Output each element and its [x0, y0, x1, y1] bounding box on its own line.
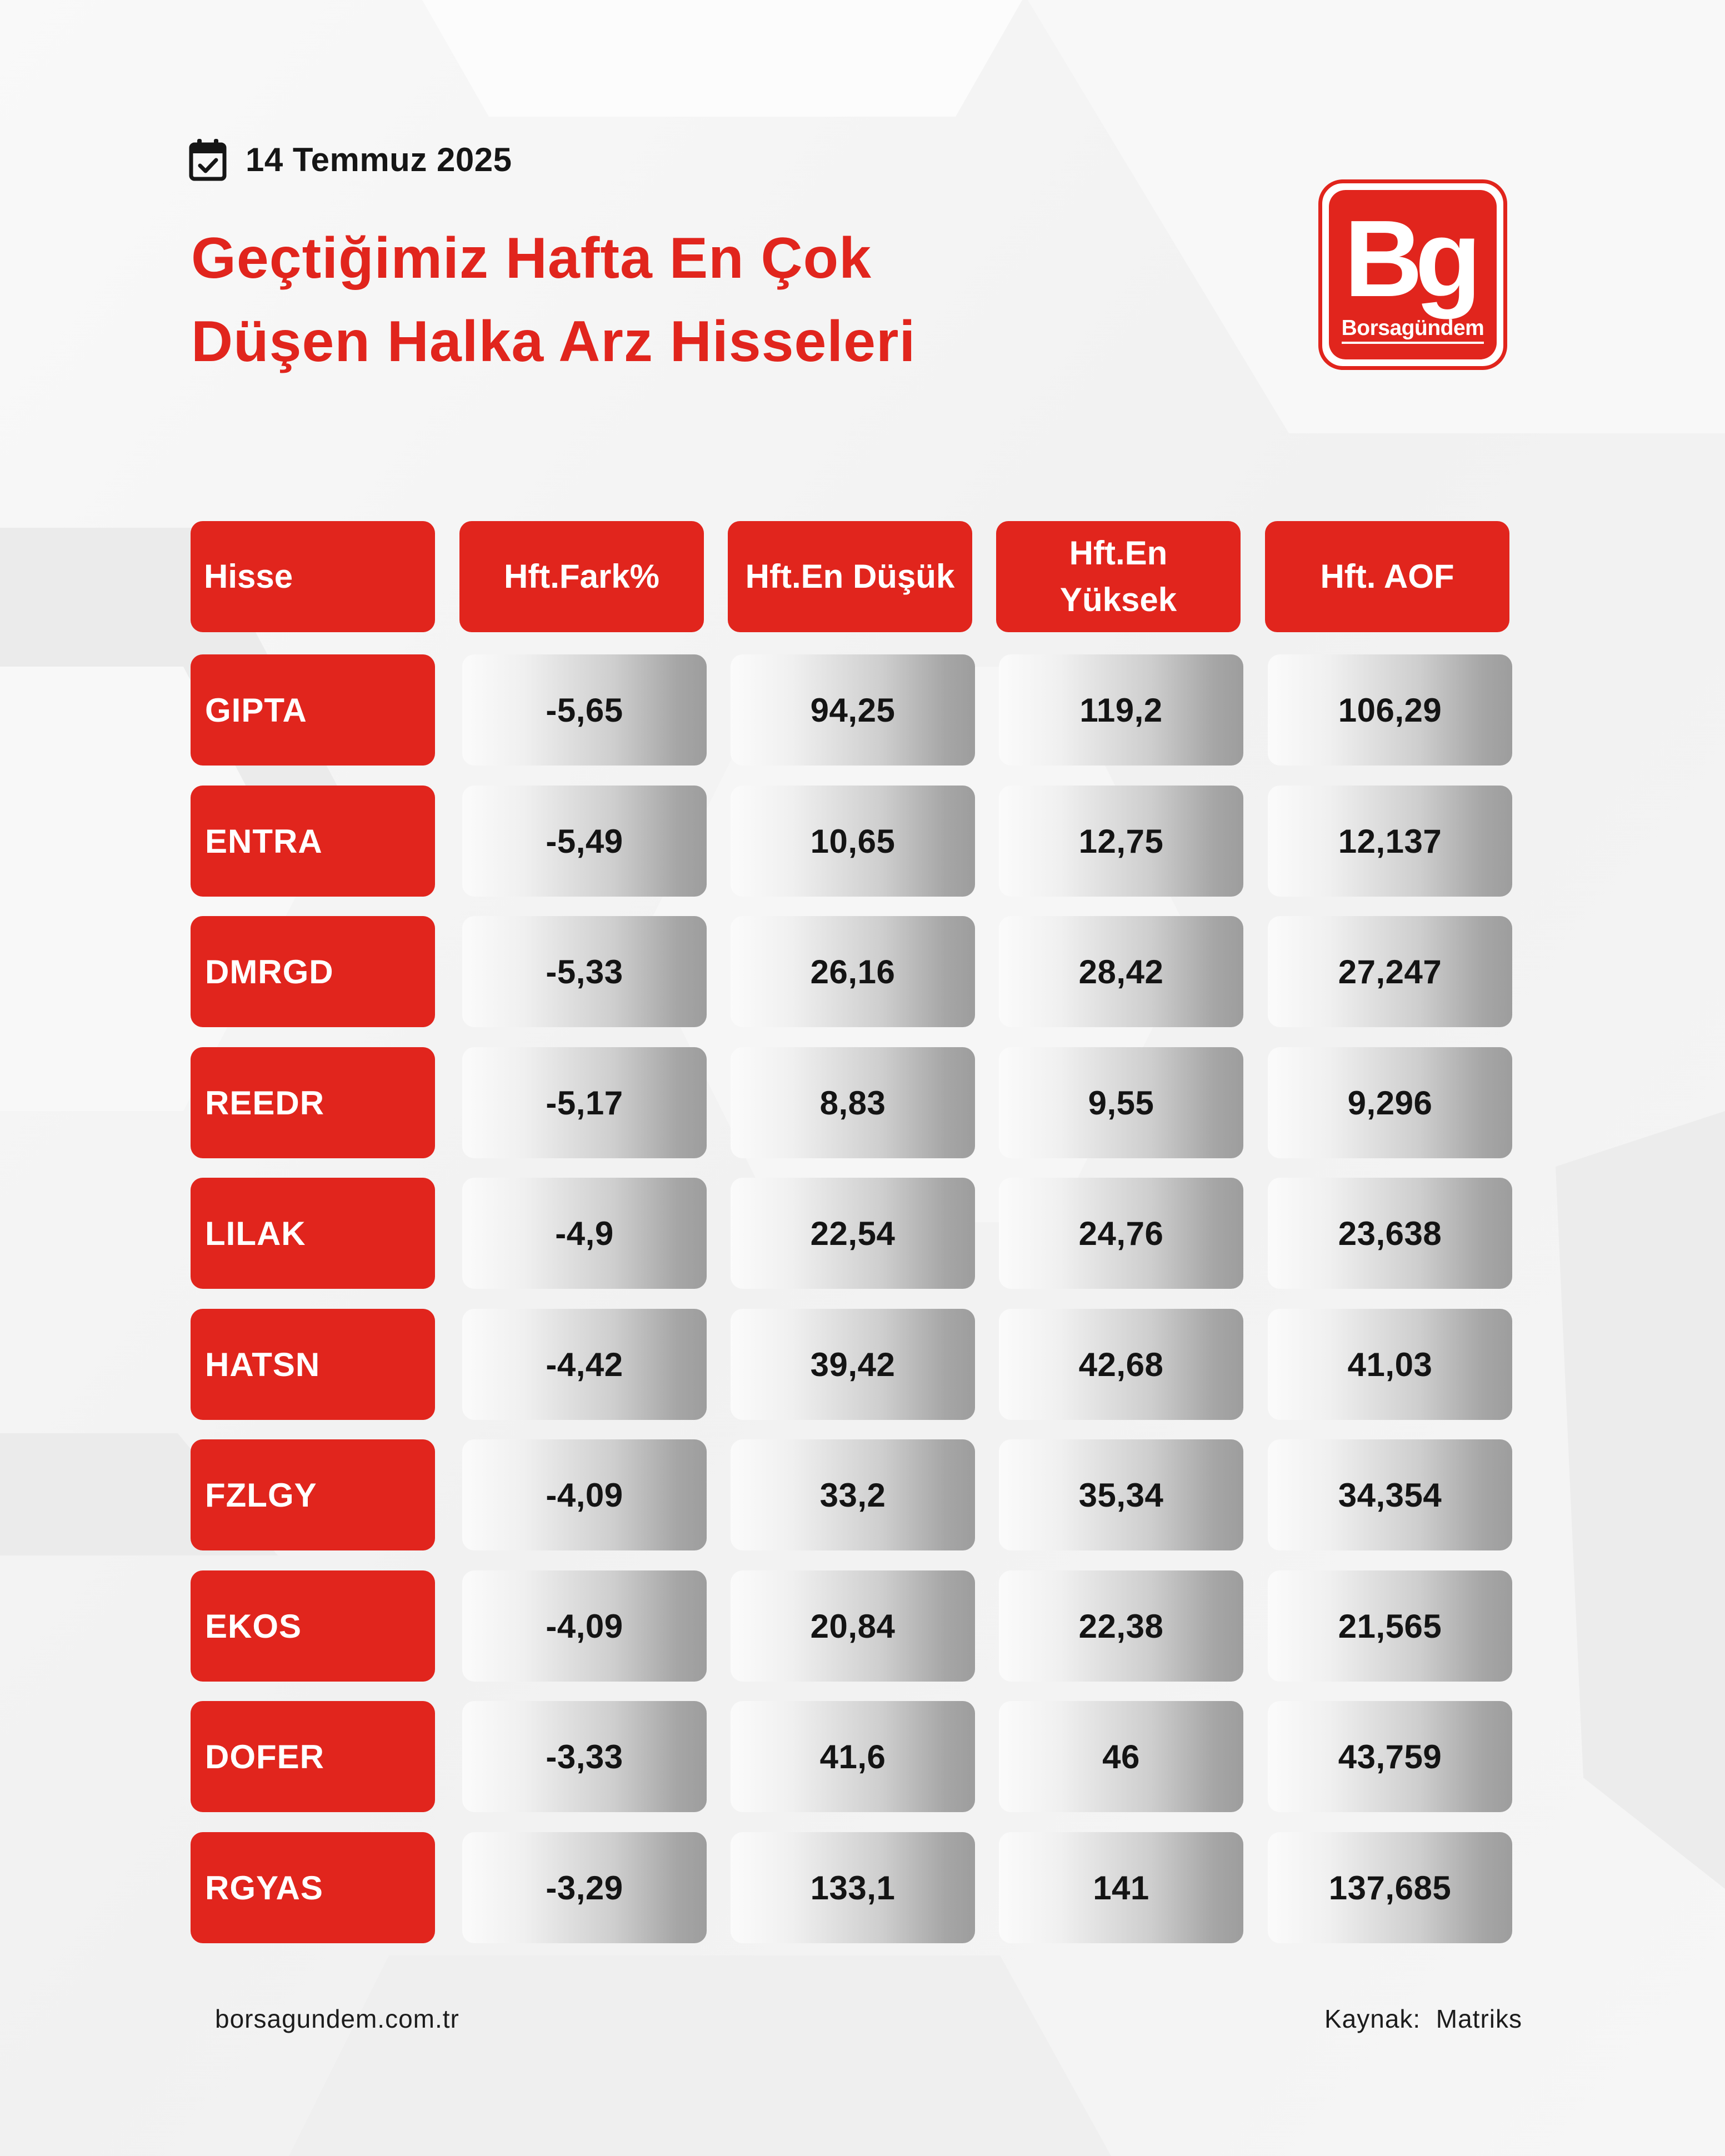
weekly-high-value: 28,42 — [999, 916, 1243, 1027]
weekly-low-value: 10,65 — [731, 786, 975, 897]
weekly-change-value: -5,65 — [462, 654, 707, 766]
weekly-avg-value: 41,03 — [1268, 1309, 1512, 1420]
date-row: 14 Temmuz 2025 — [189, 138, 512, 181]
weekly-high-value: 22,38 — [999, 1570, 1243, 1682]
weekly-low-value: 94,25 — [731, 654, 975, 766]
footer-source: Kaynak: Matriks — [1324, 2004, 1522, 2033]
stock-code: RGYAS — [191, 1832, 435, 1943]
page-title: Geçtiğimiz Hafta En Çok Düşen Halka Arz … — [191, 217, 1136, 383]
weekly-change-value: -5,17 — [462, 1047, 707, 1158]
weekly-change-value: -4,42 — [462, 1309, 707, 1420]
weekly-avg-value: 21,565 — [1268, 1570, 1512, 1682]
weekly-high-value: 42,68 — [999, 1309, 1243, 1420]
weekly-high-value: 46 — [999, 1701, 1243, 1812]
weekly-avg-value: 34,354 — [1268, 1439, 1512, 1550]
header-weekly-low: Hft.En Düşük — [728, 521, 972, 632]
weekly-change-value: -4,09 — [462, 1570, 707, 1682]
weekly-avg-value: 27,247 — [1268, 916, 1512, 1027]
weekly-avg-value: 106,29 — [1268, 654, 1512, 766]
weekly-low-value: 39,42 — [731, 1309, 975, 1420]
weekly-low-value: 133,1 — [731, 1832, 975, 1943]
header-weekly-high: Hft.En Yüksek — [996, 521, 1241, 632]
weekly-change-value: -3,29 — [462, 1832, 707, 1943]
borsagundem-logo: Bg Borsagündem — [1318, 179, 1507, 370]
stock-code: GIPTA — [191, 654, 435, 766]
weekly-avg-value: 12,137 — [1268, 786, 1512, 897]
logo-badge: Bg Borsagündem — [1329, 190, 1497, 359]
page-title-line-2: Düşen Halka Arz Hisseleri — [191, 309, 916, 374]
header-weekly-change: Hft.Fark% — [459, 521, 704, 632]
weekly-high-value: 24,76 — [999, 1178, 1243, 1289]
stock-code: LILAK — [191, 1178, 435, 1289]
calendar-check-icon — [189, 139, 227, 181]
weekly-low-value: 20,84 — [731, 1570, 975, 1682]
stock-code: FZLGY — [191, 1439, 435, 1550]
stock-code: REEDR — [191, 1047, 435, 1158]
weekly-avg-value: 43,759 — [1268, 1701, 1512, 1812]
weekly-avg-value: 137,685 — [1268, 1832, 1512, 1943]
stock-code: EKOS — [191, 1570, 435, 1682]
weekly-avg-value: 23,638 — [1268, 1178, 1512, 1289]
stock-code: ENTRA — [191, 786, 435, 897]
weekly-low-value: 22,54 — [731, 1178, 975, 1289]
stock-code: DOFER — [191, 1701, 435, 1812]
weekly-change-value: -4,09 — [462, 1439, 707, 1550]
weekly-change-value: -5,33 — [462, 916, 707, 1027]
footer-website: borsagundem.com.tr — [215, 2004, 459, 2033]
header-weekly-avg: Hft. AOF — [1265, 521, 1509, 632]
page-title-line-1: Geçtiğimiz Hafta En Çok — [191, 226, 872, 291]
weekly-change-value: -5,49 — [462, 786, 707, 897]
weekly-change-value: -4,9 — [462, 1178, 707, 1289]
stock-code: DMRGD — [191, 916, 435, 1027]
weekly-low-value: 41,6 — [731, 1701, 975, 1812]
weekly-low-value: 26,16 — [731, 916, 975, 1027]
weekly-high-value: 119,2 — [999, 654, 1243, 766]
weekly-low-value: 33,2 — [731, 1439, 975, 1550]
weekly-low-value: 8,83 — [731, 1047, 975, 1158]
weekly-high-value: 141 — [999, 1832, 1243, 1943]
weekly-high-value: 12,75 — [999, 786, 1243, 897]
stock-code: HATSN — [191, 1309, 435, 1420]
weekly-avg-value: 9,296 — [1268, 1047, 1512, 1158]
header-hisse: Hisse — [191, 521, 435, 632]
weekly-high-value: 35,34 — [999, 1439, 1243, 1550]
logo-mark: Bg — [1344, 198, 1481, 319]
logo-wordmark: Borsagündem — [1341, 316, 1484, 344]
date-label: 14 Temmuz 2025 — [246, 141, 512, 178]
weekly-high-value: 9,55 — [999, 1047, 1243, 1158]
weekly-change-value: -3,33 — [462, 1701, 707, 1812]
